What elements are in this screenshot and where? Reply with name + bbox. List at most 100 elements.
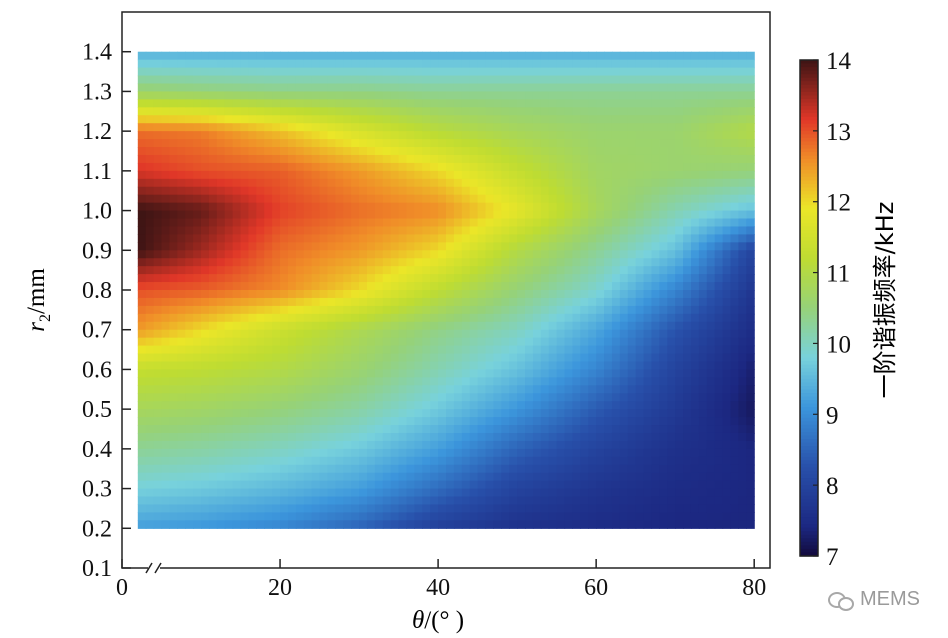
heatmap-cell <box>659 321 668 331</box>
heatmap-cell <box>327 226 336 235</box>
heatmap-cell <box>208 186 218 196</box>
heatmap-cell <box>287 305 297 315</box>
heatmap-cell <box>683 504 692 513</box>
colorbar-segment <box>800 385 818 391</box>
heatmap-cell <box>722 496 732 506</box>
heatmap-cell <box>738 75 747 85</box>
heatmap-cell <box>746 234 755 243</box>
heatmap-cell <box>161 242 171 251</box>
heatmap-cell <box>604 51 613 61</box>
heatmap-cell <box>311 210 321 220</box>
heatmap-cell <box>643 107 653 116</box>
heatmap-cell <box>272 123 281 132</box>
heatmap-cell <box>201 107 210 116</box>
heatmap-cell <box>714 115 724 124</box>
heatmap-cell <box>287 512 297 521</box>
heatmap-cell <box>382 218 392 228</box>
heatmap-cell <box>572 377 581 386</box>
heatmap-cell <box>153 488 163 498</box>
heatmap-cell <box>604 353 613 363</box>
heatmap-cell <box>287 170 297 180</box>
heatmap-cell <box>485 297 495 307</box>
heatmap-cell <box>738 194 747 204</box>
heatmap-cell <box>540 123 550 132</box>
heatmap-cell <box>501 67 510 77</box>
heatmap-cell <box>651 186 660 196</box>
heatmap-cell <box>327 258 336 267</box>
heatmap-cell <box>398 432 408 442</box>
heatmap-cell <box>453 282 463 291</box>
heatmap-cell <box>406 448 415 458</box>
heatmap-cell <box>714 218 724 228</box>
heatmap-cell <box>485 107 495 116</box>
heatmap-cell <box>414 480 423 490</box>
heatmap-cell <box>295 496 305 506</box>
heatmap-cell <box>343 297 352 307</box>
heatmap-cell <box>232 425 242 434</box>
heatmap-cell <box>319 337 329 347</box>
heatmap-cell <box>643 432 653 442</box>
heatmap-cell <box>232 329 242 339</box>
heatmap-cell <box>627 170 637 180</box>
heatmap-cell <box>525 107 534 116</box>
heatmap-cell <box>366 250 376 259</box>
heatmap-cell <box>651 385 660 394</box>
heatmap-cell <box>706 464 716 474</box>
heatmap-cell <box>698 297 708 307</box>
heatmap-cell <box>604 496 613 506</box>
heatmap-cell <box>532 337 542 347</box>
heatmap-cell <box>264 266 273 275</box>
heatmap-cell <box>651 409 660 418</box>
heatmap-cell <box>240 480 250 490</box>
heatmap-cell <box>588 107 597 116</box>
heatmap-cell <box>738 51 747 61</box>
heatmap-cell <box>714 274 724 283</box>
heatmap-cell <box>572 258 581 267</box>
heatmap-cell <box>145 393 155 402</box>
heatmap-cell <box>509 313 518 323</box>
heatmap-cell <box>137 178 147 188</box>
heatmap-cell <box>406 234 415 243</box>
heatmap-cell <box>517 401 526 410</box>
heatmap-cell <box>406 170 415 180</box>
colorbar-segment <box>800 237 818 242</box>
heatmap-cell <box>580 305 589 315</box>
heatmap-cell <box>611 186 621 196</box>
heatmap-cell <box>240 337 250 347</box>
heatmap-cell <box>596 385 605 394</box>
heatmap-cell <box>193 115 202 124</box>
heatmap-cell <box>327 417 336 426</box>
heatmap-cell <box>216 520 226 529</box>
heatmap-cell <box>161 305 171 315</box>
heatmap-cell <box>287 393 297 402</box>
heatmap-cell <box>422 83 431 93</box>
heatmap-cell <box>572 186 581 196</box>
heatmap-cell <box>351 274 360 283</box>
heatmap-cell <box>145 115 155 124</box>
heatmap-cell <box>517 91 526 100</box>
heatmap-cell <box>137 393 147 402</box>
heatmap-cell <box>430 417 439 426</box>
heatmap-cell <box>746 75 755 85</box>
heatmap-cell <box>517 147 526 156</box>
heatmap-cell <box>556 488 566 498</box>
heatmap-cell <box>145 274 155 283</box>
heatmap-cell <box>161 266 171 275</box>
heatmap-cell <box>390 329 400 339</box>
heatmap-cell <box>351 290 360 299</box>
heatmap-cell <box>548 67 558 77</box>
heatmap-cell <box>359 337 368 347</box>
heatmap-cell <box>730 139 739 148</box>
heatmap-cell <box>366 409 376 418</box>
heatmap-cell <box>422 234 431 243</box>
heatmap-cell <box>509 75 518 85</box>
heatmap-cell <box>398 417 408 426</box>
heatmap-cell <box>493 186 502 196</box>
heatmap-cell <box>438 353 447 363</box>
heatmap-cell <box>690 401 700 410</box>
heatmap-cell <box>201 67 210 77</box>
y-tick-label: 0.1 <box>82 556 112 582</box>
heatmap-cell <box>659 139 668 148</box>
heatmap-cell <box>169 226 178 235</box>
heatmap-cell <box>398 409 408 418</box>
